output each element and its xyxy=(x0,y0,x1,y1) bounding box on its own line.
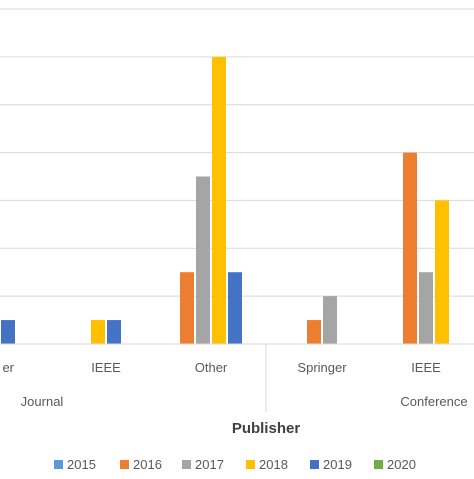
x-axis: er IEEE Other Springer IEEE Journal Conference xyxy=(0,343,474,412)
x-tick-label: Springer xyxy=(297,360,347,375)
legend-item: 2018 xyxy=(246,457,288,472)
legend-item: 2016 xyxy=(120,457,162,472)
bar-2018 xyxy=(91,320,105,344)
bar-2019 xyxy=(228,272,242,344)
legend-label: 2019 xyxy=(323,457,352,472)
x-tick-label: er xyxy=(2,360,14,375)
legend-label: 2016 xyxy=(133,457,162,472)
legend-swatch xyxy=(182,460,191,469)
legend-item: 2015 xyxy=(54,457,96,472)
legend-item: 2017 xyxy=(182,457,224,472)
legend-swatch xyxy=(246,460,255,469)
legend-swatch xyxy=(54,460,63,469)
legend-label: 2017 xyxy=(195,457,224,472)
bar-2016 xyxy=(180,272,194,344)
legend: 2015 2016 2017 2018 2019 2020 xyxy=(54,457,416,472)
x-tick-label: IEEE xyxy=(411,360,441,375)
bar-2016 xyxy=(403,152,417,344)
bar-2017 xyxy=(196,176,210,344)
x-tick-label: Other xyxy=(195,360,228,375)
bar-2019 xyxy=(1,320,15,344)
legend-label: 2015 xyxy=(67,457,96,472)
group-label: Journal xyxy=(21,394,64,409)
bar-2018 xyxy=(212,56,226,344)
x-tick-label: IEEE xyxy=(91,360,121,375)
bars xyxy=(1,56,449,344)
legend-label: 2020 xyxy=(387,457,416,472)
legend-item: 2019 xyxy=(310,457,352,472)
gridlines xyxy=(0,8,474,345)
legend-swatch xyxy=(374,460,383,469)
bar-2017 xyxy=(323,296,337,344)
bar-2019 xyxy=(107,320,121,344)
bar-2016 xyxy=(307,320,321,344)
x-axis-title: Publisher xyxy=(232,420,301,437)
bar-2018 xyxy=(435,200,449,344)
bar-2017 xyxy=(419,272,433,344)
legend-swatch xyxy=(120,460,129,469)
legend-label: 2018 xyxy=(259,457,288,472)
legend-swatch xyxy=(310,460,319,469)
group-label: Conference xyxy=(400,394,467,409)
legend-item: 2020 xyxy=(374,457,416,472)
